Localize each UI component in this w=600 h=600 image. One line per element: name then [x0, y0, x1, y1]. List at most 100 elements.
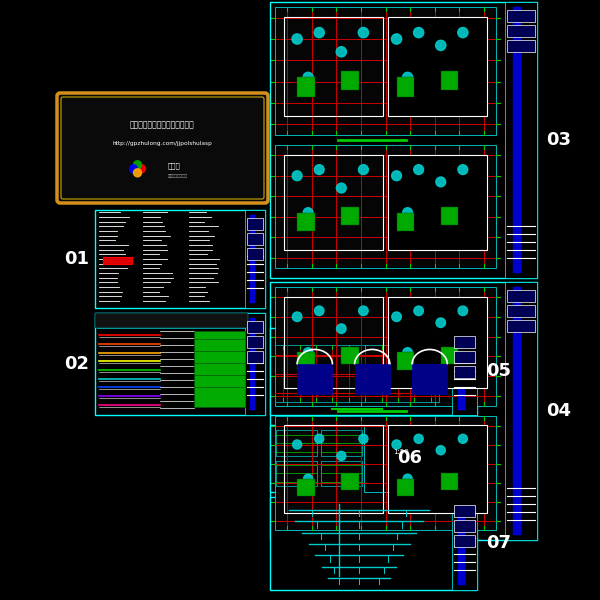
Bar [341, 71, 359, 90]
Circle shape [359, 306, 368, 316]
Circle shape [133, 169, 142, 177]
Bar [507, 40, 535, 52]
Bar [412, 364, 448, 394]
Text: 筑龙给排水网有资料都免费了！: 筑龙给排水网有资料都免费了！ [130, 121, 195, 130]
Circle shape [314, 28, 325, 38]
Bar [505, 282, 537, 540]
Bar [247, 248, 263, 260]
Circle shape [392, 440, 401, 449]
Circle shape [392, 171, 401, 181]
Circle shape [133, 161, 142, 169]
Circle shape [458, 28, 468, 38]
Bar [388, 296, 487, 388]
Bar [454, 520, 475, 532]
Bar [275, 416, 496, 530]
Text: 06: 06 [398, 449, 422, 467]
Bar [95, 313, 265, 415]
Bar [452, 497, 477, 590]
Bar [397, 352, 414, 370]
Bar [441, 473, 458, 490]
Bar [284, 296, 383, 388]
Bar [250, 318, 255, 410]
Circle shape [447, 214, 457, 224]
Text: 04: 04 [547, 402, 571, 420]
Bar [458, 502, 464, 585]
Circle shape [403, 208, 413, 218]
Circle shape [348, 480, 357, 489]
Bar [454, 505, 475, 517]
Bar [441, 71, 458, 90]
Bar [507, 320, 535, 332]
Bar [95, 210, 265, 308]
Circle shape [403, 474, 412, 483]
Bar [284, 155, 383, 250]
Bar [321, 430, 362, 456]
Bar [388, 155, 487, 250]
Bar [505, 2, 537, 278]
Circle shape [292, 34, 302, 44]
Circle shape [358, 28, 368, 38]
Circle shape [292, 171, 302, 181]
Bar [270, 328, 477, 415]
Circle shape [314, 306, 324, 316]
FancyBboxPatch shape [57, 93, 268, 203]
Bar [297, 352, 315, 370]
Bar [507, 305, 535, 317]
Bar [275, 287, 496, 406]
Circle shape [303, 72, 313, 83]
Bar [194, 331, 245, 407]
Text: 02: 02 [65, 355, 89, 373]
Bar [513, 287, 521, 535]
Circle shape [414, 164, 424, 175]
Bar [103, 257, 133, 264]
Circle shape [446, 79, 457, 89]
Bar [507, 290, 535, 302]
Bar [341, 473, 359, 490]
Bar [513, 7, 521, 273]
Circle shape [414, 434, 423, 443]
Circle shape [392, 312, 401, 322]
Circle shape [359, 434, 368, 443]
Circle shape [447, 353, 457, 363]
Bar [247, 218, 263, 230]
Bar [355, 364, 390, 394]
Bar [275, 7, 496, 135]
Circle shape [337, 324, 346, 334]
Bar [454, 351, 475, 363]
Circle shape [358, 164, 368, 175]
Text: 筑龙网: 筑龙网 [167, 163, 180, 169]
Circle shape [391, 34, 401, 44]
Bar [275, 145, 496, 268]
Circle shape [458, 434, 467, 443]
Bar [454, 366, 475, 378]
Bar [397, 479, 414, 496]
Bar [458, 333, 464, 410]
Bar [95, 313, 248, 328]
Circle shape [292, 312, 302, 322]
Circle shape [293, 440, 302, 449]
Text: 在线学习互动社区: 在线学习互动社区 [167, 174, 187, 178]
Bar [284, 425, 383, 513]
Circle shape [413, 28, 424, 38]
Bar [297, 479, 315, 496]
Circle shape [337, 451, 346, 460]
Text: 01: 01 [65, 250, 89, 268]
Text: http://gpzhulong.com/jjpolshulasp: http://gpzhulong.com/jjpolshulasp [113, 142, 212, 146]
Circle shape [137, 165, 146, 173]
Bar [270, 425, 388, 492]
Circle shape [414, 306, 424, 316]
Circle shape [347, 214, 357, 224]
Bar [247, 321, 263, 333]
Bar [388, 425, 487, 513]
Circle shape [458, 306, 467, 316]
Bar [397, 77, 414, 97]
Bar [250, 215, 255, 303]
Bar [247, 336, 263, 348]
Bar [270, 282, 537, 540]
Bar [276, 461, 317, 486]
Bar [507, 10, 535, 22]
Circle shape [347, 79, 358, 89]
Bar [245, 313, 265, 415]
Bar [270, 497, 477, 590]
Circle shape [304, 347, 313, 357]
